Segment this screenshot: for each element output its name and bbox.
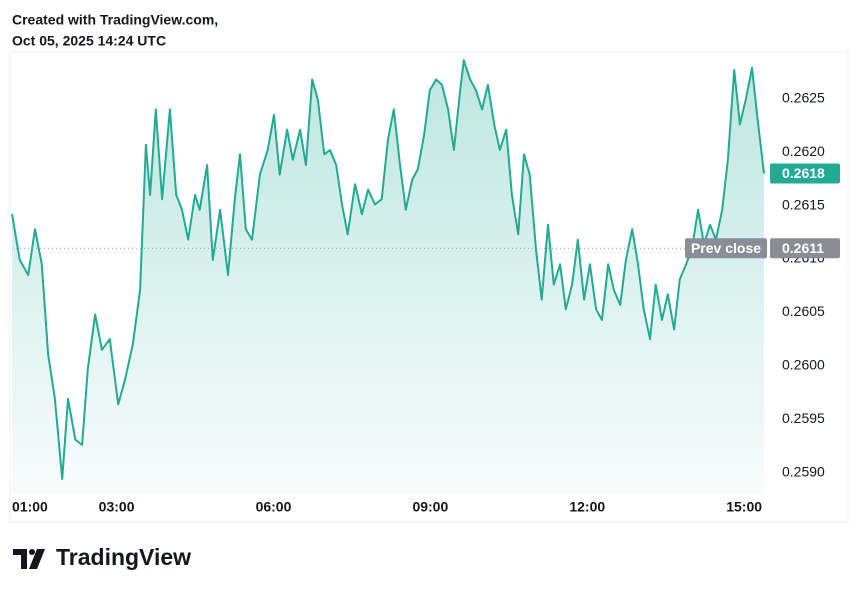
y-tick-label: 0.2620 [782,143,825,159]
prev-close-label: Prev close [691,240,761,256]
x-tick-label: 12:00 [569,499,605,515]
last-price-label: 0.2618 [782,165,825,181]
prev-close-value-tag [770,238,840,259]
logo-icon [13,549,45,569]
x-tick-label: 03:00 [99,499,135,515]
x-tick-label: 06:00 [256,499,292,515]
area-fill [12,60,764,495]
y-tick-label: 0.2615 [782,196,825,212]
x-tick-label: 01:00 [12,499,48,515]
prev-close-value: 0.2611 [782,240,824,256]
logo-text: TradingView [56,544,191,570]
price-line [11,59,765,480]
y-tick-label: 0.2590 [782,463,825,479]
y-tick-label: 0.2595 [782,410,825,426]
x-tick-label: 09:00 [412,499,448,515]
x-tick-label: 15:00 [726,499,762,515]
timestamp: Oct 05, 2025 14:24 UTC [12,33,166,49]
y-tick-label: 0.2625 [782,89,825,105]
chart-frame [9,51,849,523]
created-with: Created with TradingView.com, [12,12,218,28]
prev-close-tag [685,238,767,259]
last-price-tag [770,163,840,184]
y-tick-label: 0.2600 [782,357,825,373]
y-tick-label: 0.2605 [782,303,825,319]
